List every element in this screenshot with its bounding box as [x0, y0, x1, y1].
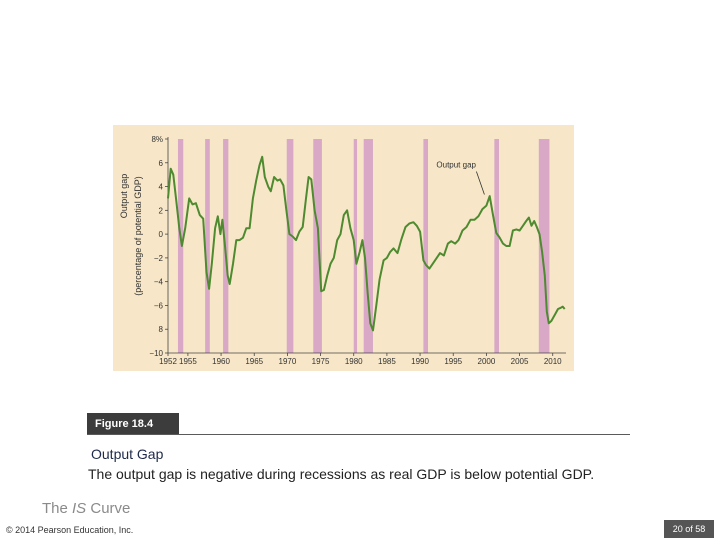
copyright: © 2014 Pearson Education, Inc. [6, 525, 134, 535]
y-tick-label-9: −10 [149, 349, 163, 358]
x-tick-label-1: 1955 [179, 357, 197, 366]
y-tick-label-1: 6 [159, 159, 164, 168]
recession-band-5 [353, 139, 358, 353]
section-title-suffix: Curve [86, 500, 131, 517]
recession-band-4 [313, 139, 322, 353]
x-tick-label-3: 1965 [245, 357, 263, 366]
y-tick-label-0: 8% [151, 135, 163, 144]
figure-title: Output Gap [91, 446, 164, 462]
annotation-output-gap: Output gap [436, 160, 476, 169]
y-tick-label-3: 2 [159, 206, 164, 215]
recession-band-8 [494, 139, 500, 353]
y-tick-label-7: −6 [154, 301, 164, 310]
annotation-pointer [476, 171, 485, 195]
recession-band-7 [423, 139, 429, 353]
figure-divider [87, 434, 630, 435]
x-tick-label-7: 1985 [378, 357, 396, 366]
x-tick-label-0: 1952 [159, 357, 177, 366]
recession-band-9 [538, 139, 550, 353]
section-title: The IS Curve [42, 500, 130, 517]
x-tick-label-2: 1960 [212, 357, 230, 366]
figure-caption: The output gap is negative during recess… [88, 466, 595, 482]
recession-band-6 [363, 139, 373, 353]
recession-band-3 [286, 139, 294, 353]
chart-panel: 8% 6 4 2 0 −2 −4 −6 8 −10 1952 1955 1960 1965 1970 1975… [113, 125, 574, 371]
x-tick-label-11: 2005 [511, 357, 529, 366]
section-title-italic: IS [72, 500, 87, 517]
y-tick-label-2: 4 [159, 183, 164, 192]
section-title-prefix: The [42, 500, 73, 517]
output-gap-line [167, 155, 566, 332]
x-tick-label-8: 1990 [411, 357, 429, 366]
recession-band-0 [177, 139, 184, 353]
y-axis-sublabel: (percentage of potential GDP) [133, 176, 143, 296]
x-tick-label-5: 1975 [312, 357, 330, 366]
y-tick-label-6: −4 [154, 278, 164, 287]
x-tick-label-12: 2010 [544, 357, 562, 366]
figure-label: Figure 18.4 [87, 413, 179, 435]
y-tick-label-5: −2 [154, 254, 164, 263]
x-tick-label-9: 1995 [444, 357, 462, 366]
x-tick-label-10: 2000 [478, 357, 496, 366]
recession-band-1 [205, 139, 210, 353]
page-number: 20 of 58 [664, 520, 714, 538]
x-tick-label-6: 1980 [345, 357, 363, 366]
y-tick-label-8: 8 [159, 325, 164, 334]
y-tick-label-4: 0 [159, 230, 164, 239]
y-axis-label: Output gap [119, 174, 129, 219]
x-tick-label-4: 1970 [279, 357, 297, 366]
